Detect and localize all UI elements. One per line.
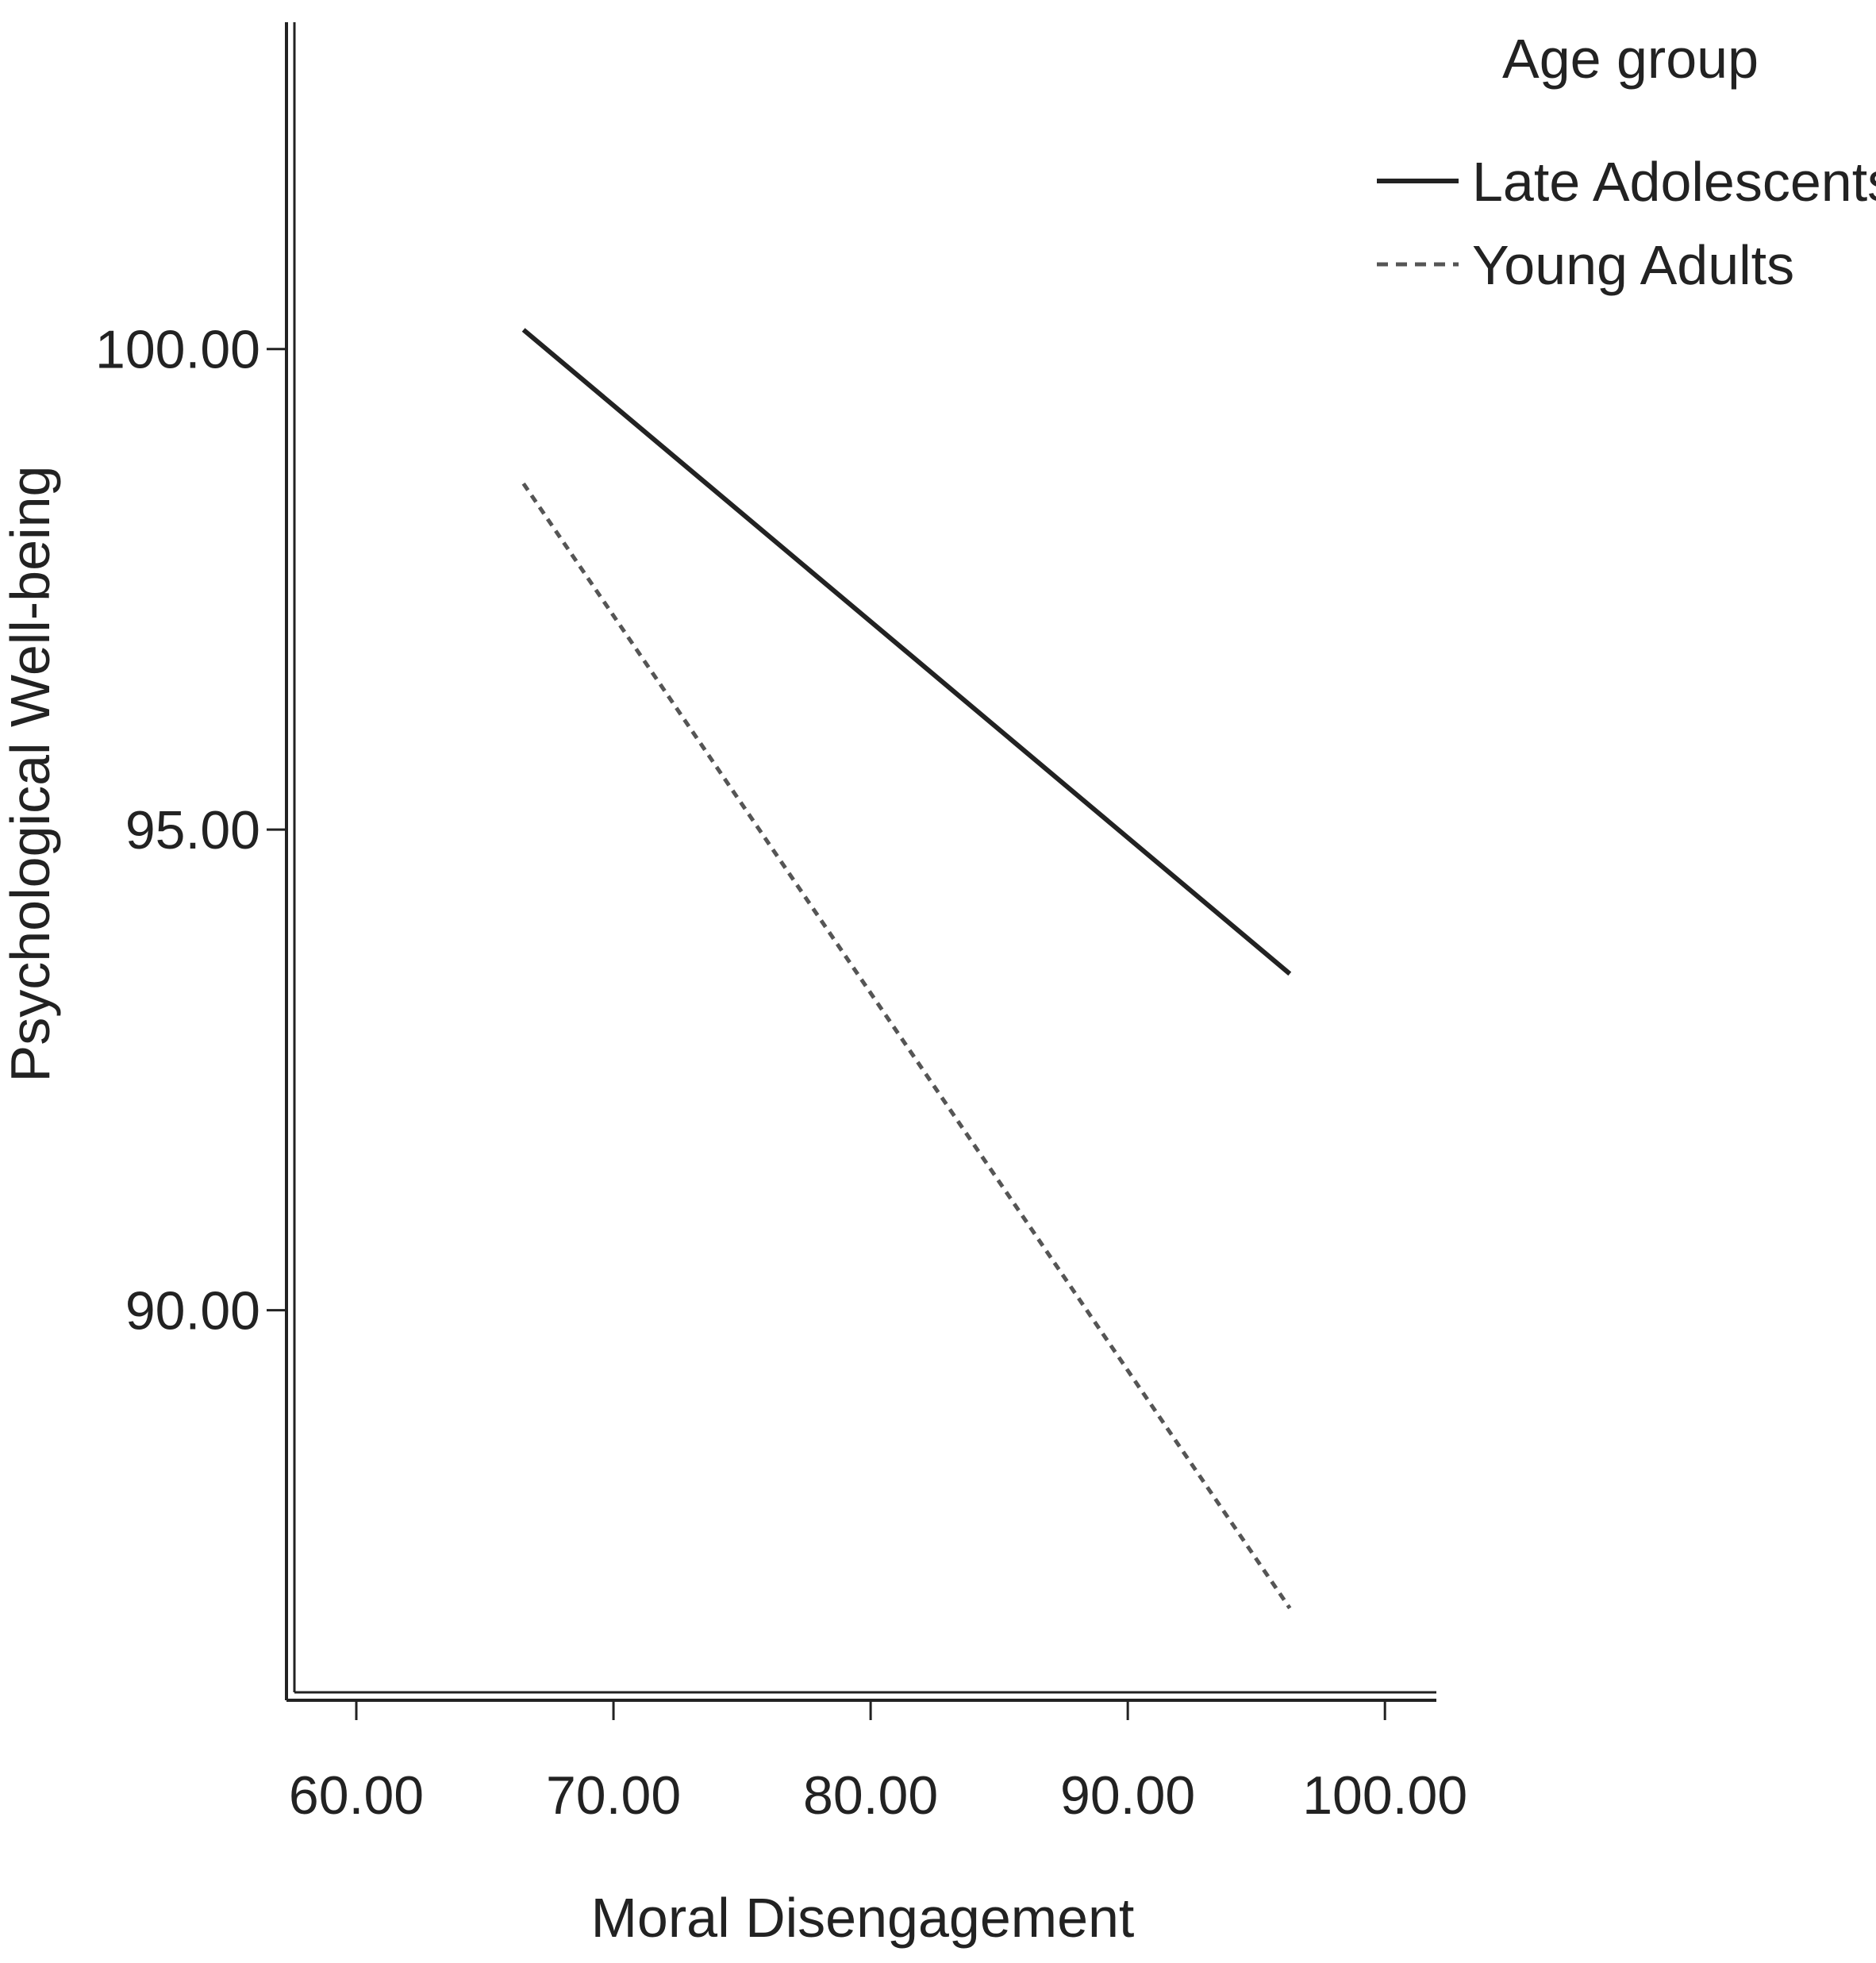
- x-tick-label: 60.00: [289, 1765, 424, 1826]
- series-line-1: [521, 328, 1292, 976]
- series-line-2: [521, 482, 1292, 1610]
- series-layer: [521, 328, 1292, 1610]
- y-axis-title: Psychological Well-being: [0, 466, 61, 1083]
- legend-label: Late Adolescents: [1472, 151, 1876, 213]
- legend-items: Late Adolescents Young Adults: [1377, 151, 1876, 296]
- x-tick-label: 90.00: [1060, 1765, 1195, 1826]
- y-tick-label: 95.00: [125, 800, 260, 860]
- x-axis-title: Moral Disengagement: [591, 1887, 1135, 1949]
- legend-label: Young Adults: [1472, 234, 1794, 296]
- y-tick-label: 100.00: [95, 320, 260, 380]
- y-tick-label: 90.00: [125, 1281, 260, 1341]
- legend: Age group Late Adolescents Young Adults: [1377, 28, 1876, 296]
- axes: [285, 22, 1436, 1702]
- x-tick-label: 80.00: [803, 1765, 938, 1826]
- legend-title: Age group: [1502, 28, 1759, 90]
- x-tick-label: 70.00: [546, 1765, 681, 1826]
- y-axis-ticks: 90.00 95.00 100.00: [95, 320, 286, 1341]
- x-tick-label: 100.00: [1302, 1765, 1467, 1826]
- x-axis-ticks: 60.00 70.00 80.00 90.00 100.00: [289, 1700, 1467, 1826]
